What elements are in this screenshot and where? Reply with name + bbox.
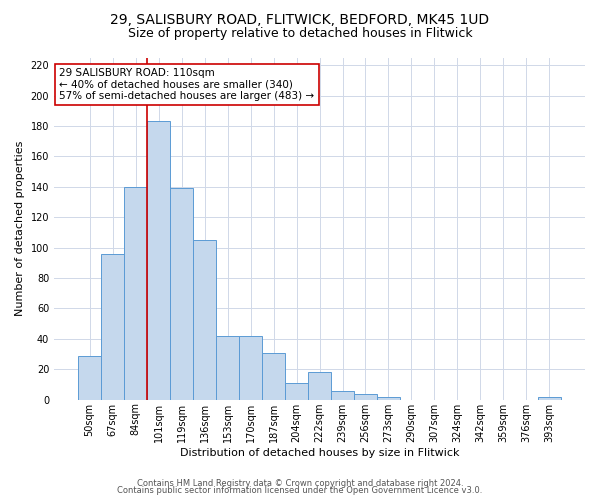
- X-axis label: Distribution of detached houses by size in Flitwick: Distribution of detached houses by size …: [180, 448, 459, 458]
- Bar: [101, 254, 124, 400]
- Bar: [147, 122, 170, 400]
- Text: 29 SALISBURY ROAD: 110sqm
← 40% of detached houses are smaller (340)
57% of semi: 29 SALISBURY ROAD: 110sqm ← 40% of detac…: [59, 68, 314, 101]
- Bar: [124, 187, 147, 400]
- Bar: [239, 336, 262, 400]
- Bar: [538, 396, 561, 400]
- Text: 29, SALISBURY ROAD, FLITWICK, BEDFORD, MK45 1UD: 29, SALISBURY ROAD, FLITWICK, BEDFORD, M…: [110, 12, 490, 26]
- Bar: [377, 396, 400, 400]
- Bar: [170, 188, 193, 400]
- Bar: [216, 336, 239, 400]
- Bar: [308, 372, 331, 400]
- Text: Size of property relative to detached houses in Flitwick: Size of property relative to detached ho…: [128, 28, 472, 40]
- Text: Contains HM Land Registry data © Crown copyright and database right 2024.: Contains HM Land Registry data © Crown c…: [137, 478, 463, 488]
- Bar: [285, 383, 308, 400]
- Y-axis label: Number of detached properties: Number of detached properties: [15, 141, 25, 316]
- Text: Contains public sector information licensed under the Open Government Licence v3: Contains public sector information licen…: [118, 486, 482, 495]
- Bar: [78, 356, 101, 400]
- Bar: [193, 240, 216, 400]
- Bar: [331, 390, 354, 400]
- Bar: [262, 352, 285, 400]
- Bar: [354, 394, 377, 400]
